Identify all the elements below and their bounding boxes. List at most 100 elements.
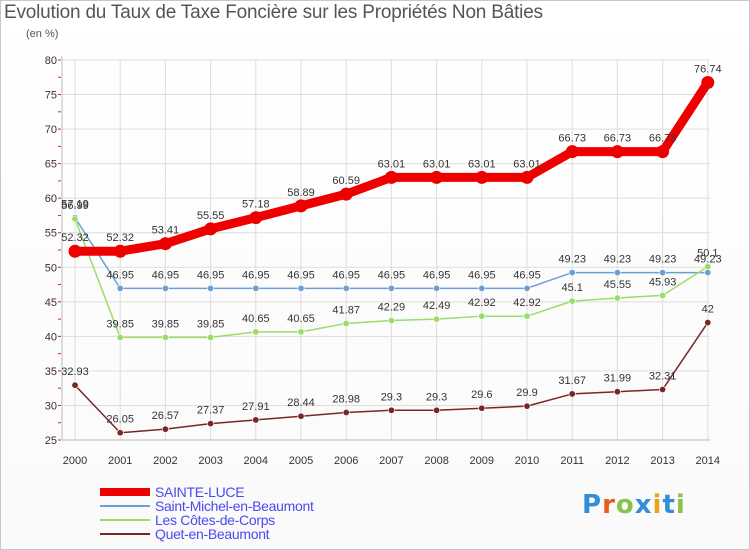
logo-letter: P [582,490,603,520]
data-point [433,315,441,323]
data-label: 46.95 [152,269,180,281]
data-label: 57.18 [242,199,270,211]
data-label: 46.95 [197,269,225,281]
data-point [478,312,486,320]
data-point [207,420,215,428]
data-label: 42.29 [378,302,406,314]
data-point [659,291,667,299]
x-tick-label: 2008 [424,455,448,467]
legend-label: Les Côtes-de-Corps [155,512,275,528]
data-label: 50.1 [697,248,718,260]
data-label: 56.99 [61,200,89,212]
y-tick-label: 80 [45,55,57,67]
data-label: 66.73 [558,133,586,145]
data-label: 45.93 [649,276,677,288]
x-tick-label: 2010 [515,455,539,467]
legend-item-quet-en-beaumont[interactable]: Quet-en-Beaumont [100,526,360,542]
data-label: 45.1 [561,282,582,294]
y-tick-label: 35 [45,366,57,378]
data-point [701,76,715,90]
legend-item-saint-michel[interactable]: Saint-Michel-en-Beaumont [100,498,360,514]
data-point [433,406,441,414]
chart-unit-label: (en %) [26,28,59,40]
legend-swatch [100,519,150,521]
logo-letter: r [602,490,616,520]
data-point [297,328,305,336]
data-point [249,211,263,225]
data-label: 46.95 [423,269,451,281]
logo-letter: x [634,490,653,520]
data-label: 46.95 [242,269,270,281]
proxiti-logo[interactable]: Proxiti [582,490,686,520]
data-label: 63.01 [378,158,406,170]
data-point [297,284,305,292]
data-label: 46.95 [468,269,496,281]
logo-letter: i [652,490,663,520]
data-point [565,145,579,159]
data-point [433,284,441,292]
x-tick-label: 2002 [153,455,177,467]
data-label: 31.99 [604,373,632,385]
data-label: 42.92 [468,297,496,309]
data-label: 28.44 [287,397,315,409]
data-label: 58.89 [287,187,315,199]
data-point [520,170,534,184]
data-point [656,145,670,159]
data-label: 31.67 [558,375,586,387]
data-point [478,284,486,292]
data-label: 32.93 [61,366,89,378]
x-tick-label: 2013 [650,455,674,467]
data-point [568,297,576,305]
x-tick-label: 2005 [289,455,313,467]
x-tick-label: 2001 [108,455,132,467]
legend-swatch [100,488,150,496]
data-point [116,333,124,341]
data-point [568,390,576,398]
data-label: 46.95 [332,269,360,281]
data-point [387,317,395,325]
data-point [475,170,489,184]
data-label: 76.74 [694,64,722,76]
x-tick-label: 2000 [63,455,87,467]
data-point [568,269,576,277]
data-point [704,263,712,271]
y-tick-label: 65 [45,159,57,171]
y-tick-label: 70 [45,124,57,136]
data-point [704,319,712,327]
data-label: 42 [702,304,714,316]
legend-item-cotes-de-corps[interactable]: Les Côtes-de-Corps [100,512,360,528]
legend-swatch [100,533,150,535]
data-label: 39.85 [197,318,225,330]
data-label: 49.23 [649,254,677,266]
data-label: 66.73 [604,133,632,145]
data-point [523,284,531,292]
data-labels: 52.32 52.32 53.41 55.55 57.18 58.89 60.59 63.01… [61,64,721,426]
data-label: 46.95 [513,269,541,281]
legend-item-sainte-luce[interactable]: SAINTE-LUCE [100,484,360,500]
data-label: 29.3 [381,391,402,403]
data-point [294,199,308,213]
x-tick-label: 2014 [696,455,720,467]
data-point [659,385,667,393]
x-tick-label: 2012 [605,455,629,467]
data-label: 28.98 [332,394,360,406]
y-tick-label: 60 [45,193,57,205]
data-label: 45.55 [604,279,632,291]
logo-letter: i [675,490,686,520]
x-tick-label: 2006 [334,455,358,467]
data-label: 49.23 [604,254,632,266]
data-point [613,294,621,302]
y-tick-label: 55 [45,228,57,240]
data-point [478,404,486,412]
data-point [613,388,621,396]
data-label: 41.87 [332,304,360,316]
data-point [704,269,712,277]
grid-lines [62,59,710,441]
data-label: 27.37 [197,405,225,417]
data-label: 29.3 [426,391,447,403]
data-label: 46.95 [378,269,406,281]
data-point [116,429,124,437]
data-point [430,170,444,184]
data-point [659,269,667,277]
